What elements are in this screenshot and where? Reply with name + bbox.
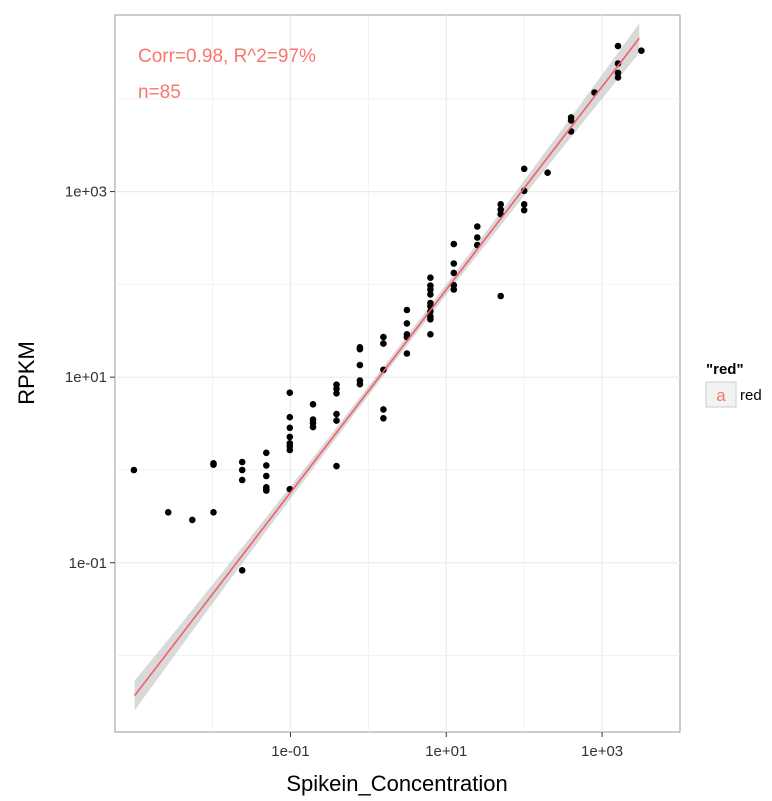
data-point [238, 567, 246, 574]
data-point [380, 415, 387, 422]
legend: "red" a red [705, 361, 762, 408]
x-tick-label: 1e+03 [581, 743, 623, 760]
data-point [356, 361, 364, 369]
fit-line [133, 37, 640, 697]
data-point [238, 458, 246, 466]
x-tick-label: 1e-01 [271, 743, 309, 760]
data-point [427, 299, 434, 307]
y-tick-label: 1e-01 [69, 555, 107, 572]
legend-key-glyph: a [716, 386, 726, 405]
data-point [333, 381, 340, 389]
data-point [474, 234, 481, 241]
data-points [130, 42, 645, 574]
legend-key-box [705, 381, 737, 408]
data-point [333, 462, 340, 470]
data-point [380, 333, 387, 341]
data-point [286, 413, 294, 421]
legend-title: "red" [706, 361, 744, 378]
data-point [614, 42, 622, 50]
data-point [497, 201, 505, 208]
data-point [333, 410, 340, 418]
data-point [403, 331, 411, 338]
plot-panel [114, 14, 681, 733]
data-point [450, 269, 458, 277]
data-point [450, 260, 458, 267]
data-point [427, 331, 434, 338]
y-tick-label: 1e+03 [65, 184, 107, 201]
data-point [210, 509, 217, 516]
data-point [286, 424, 294, 432]
data-point [238, 466, 246, 474]
data-point [189, 516, 196, 524]
data-point [427, 282, 434, 289]
data-point [130, 466, 138, 474]
data-point [286, 389, 294, 397]
data-point [520, 206, 528, 214]
data-point [238, 476, 246, 484]
x-axis-title: Spikein_Concentration [286, 771, 507, 796]
data-point [403, 350, 411, 357]
grid-layer [115, 15, 680, 732]
y-axis-title: RPKM [14, 341, 39, 405]
data-point [450, 240, 458, 248]
data-point [210, 460, 217, 467]
data-point [614, 69, 622, 77]
x-tick-label: 1e+01 [425, 743, 467, 760]
data-point [638, 47, 645, 54]
data-point [356, 344, 364, 351]
data-point [614, 60, 622, 67]
data-point [427, 291, 434, 298]
data-point [263, 472, 270, 480]
data-point [286, 440, 294, 447]
data-point [403, 306, 411, 314]
data-point [520, 201, 528, 208]
data-point [567, 114, 575, 121]
data-point [427, 313, 434, 320]
sample-count-annotation: n=85 [138, 82, 181, 103]
data-point [427, 274, 434, 282]
y-tick-label: 1e+01 [65, 369, 107, 386]
data-point [356, 377, 364, 384]
data-point [309, 416, 317, 423]
fit-line-layer [133, 37, 640, 697]
data-point [309, 401, 317, 408]
data-point [497, 206, 505, 213]
data-point [403, 320, 411, 327]
data-point [380, 406, 387, 413]
correlation-annotation: Corr=0.98, R^2=97% [138, 46, 316, 67]
data-point [263, 484, 270, 491]
data-point [333, 417, 340, 424]
data-point [450, 281, 458, 289]
legend-label: red [740, 387, 762, 404]
data-point [474, 223, 481, 230]
data-point [263, 462, 270, 469]
axis-ticks: 1e-01 1e+01 1e+03 1e-01 1e+01 1e+03 [65, 184, 623, 760]
data-point [380, 340, 387, 347]
data-point [286, 433, 294, 441]
data-point [520, 165, 528, 173]
data-point [164, 509, 172, 516]
data-point [497, 292, 505, 300]
data-point [544, 169, 551, 176]
data-point [263, 449, 270, 457]
